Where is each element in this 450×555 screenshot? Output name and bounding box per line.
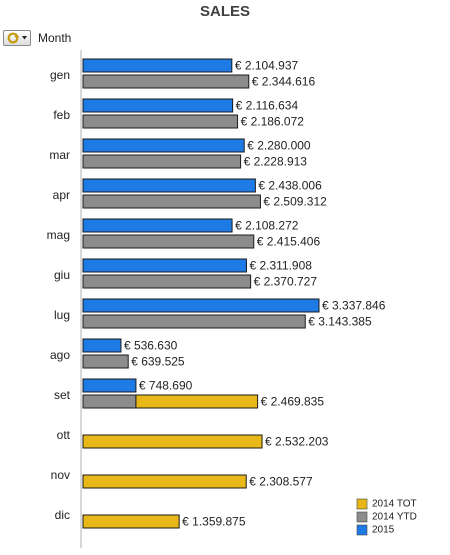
- category-label-dic: dic: [55, 508, 70, 522]
- legend-label-2014-ytd: 2014 YTD: [372, 512, 417, 523]
- value-label-2014tot-dic: € 1.359.875: [182, 515, 246, 529]
- value-label-2015-lug: € 3.337.846: [322, 299, 386, 313]
- chart-legend: 2014 TOT 2014 YTD 2015: [356, 498, 417, 536]
- bar-2014ytd-lug[interactable]: [82, 314, 306, 329]
- bar-2015-giu[interactable]: [82, 258, 247, 273]
- value-label-2014tot-nov: € 2.308.577: [249, 475, 313, 489]
- category-label-lug: lug: [54, 308, 70, 322]
- value-label-2014ytd-apr: € 2.509.312: [263, 195, 327, 209]
- bar-2015-mar[interactable]: [82, 138, 245, 153]
- category-label-ago: ago: [50, 348, 70, 362]
- cycle-group-icon: [7, 32, 27, 44]
- cycle-dimension-control[interactable]: Month: [3, 29, 71, 47]
- value-label-2014ytd-lug: € 3.143.385: [308, 315, 372, 329]
- value-label-2014ytd-feb: € 2.186.072: [241, 115, 305, 129]
- bar-2014ytd-mar[interactable]: [82, 154, 242, 169]
- legend-swatch-2014-tot: [356, 498, 368, 510]
- bar-2014ytd-gen[interactable]: [82, 74, 250, 89]
- bar-2015-mag[interactable]: [82, 218, 233, 233]
- value-label-2015-set: € 748.690: [139, 379, 193, 393]
- cycle-group-button[interactable]: [3, 30, 31, 46]
- legend-swatch-2015: [356, 524, 368, 536]
- value-label-2015-apr: € 2.438.006: [258, 179, 322, 193]
- category-label-apr: apr: [53, 188, 70, 202]
- category-label-nov: nov: [51, 468, 70, 482]
- category-label-set: set: [54, 388, 71, 402]
- value-label-2015-ago: € 536.630: [124, 339, 178, 353]
- legend-label-2014-tot: 2014 TOT: [372, 499, 417, 510]
- bar-2014ytd-apr[interactable]: [82, 194, 261, 209]
- legend-label-2015: 2015: [372, 525, 395, 536]
- bar-2015-apr[interactable]: [82, 178, 256, 193]
- bar-2014ytd-mag[interactable]: [82, 234, 255, 249]
- chart-title: SALES: [199, 3, 250, 20]
- value-label-2015-gen: € 2.104.937: [235, 59, 299, 73]
- category-label-gen: gen: [50, 68, 70, 82]
- value-label-2015-mag: € 2.108.272: [235, 219, 299, 233]
- dimension-label: Month: [38, 31, 72, 45]
- category-label-ott: ott: [57, 428, 71, 442]
- value-label-2014tot-ott: € 2.532.203: [265, 435, 329, 449]
- value-label-2014ytd-mag: € 2.415.406: [257, 235, 321, 249]
- bar-2014ytd-giu[interactable]: [82, 274, 252, 289]
- value-label-2014ytd-giu: € 2.370.727: [254, 275, 318, 289]
- bar-2014ytd-set[interactable]: [82, 394, 137, 409]
- bar-2015-set[interactable]: [82, 378, 137, 393]
- bar-2015-gen[interactable]: [82, 58, 233, 73]
- value-label-2014ytd-gen: € 2.344.616: [252, 75, 316, 89]
- legend-swatch-2014-ytd: [356, 511, 368, 523]
- category-label-giu: giu: [54, 268, 70, 282]
- value-label-2015-giu: € 2.311.908: [249, 259, 312, 273]
- category-label-feb: feb: [53, 108, 70, 122]
- value-label-2015-feb: € 2.116.634: [236, 99, 299, 113]
- value-label-2014ytd-mar: € 2.228.913: [244, 155, 308, 169]
- bar-2014tot-nov[interactable]: [82, 474, 247, 489]
- value-label-2015-mar: € 2.280.000: [247, 139, 311, 153]
- bar-2014tot-dic[interactable]: [82, 514, 180, 529]
- bar-2014tot-ott[interactable]: [82, 434, 263, 449]
- category-label-mag: mag: [47, 228, 70, 242]
- bar-2014ytd-feb[interactable]: [82, 114, 239, 129]
- value-label-2014tot-set: € 2.469.835: [261, 395, 325, 409]
- bar-2014ytd-ago[interactable]: [82, 354, 129, 369]
- bar-2015-ago[interactable]: [82, 338, 122, 353]
- value-label-2014ytd-ago: € 639.525: [131, 355, 185, 369]
- bar-2015-feb[interactable]: [82, 98, 234, 113]
- bar-2015-lug[interactable]: [82, 298, 320, 313]
- bar-2014tot-set[interactable]: [135, 394, 259, 409]
- category-label-mar: mar: [49, 148, 70, 162]
